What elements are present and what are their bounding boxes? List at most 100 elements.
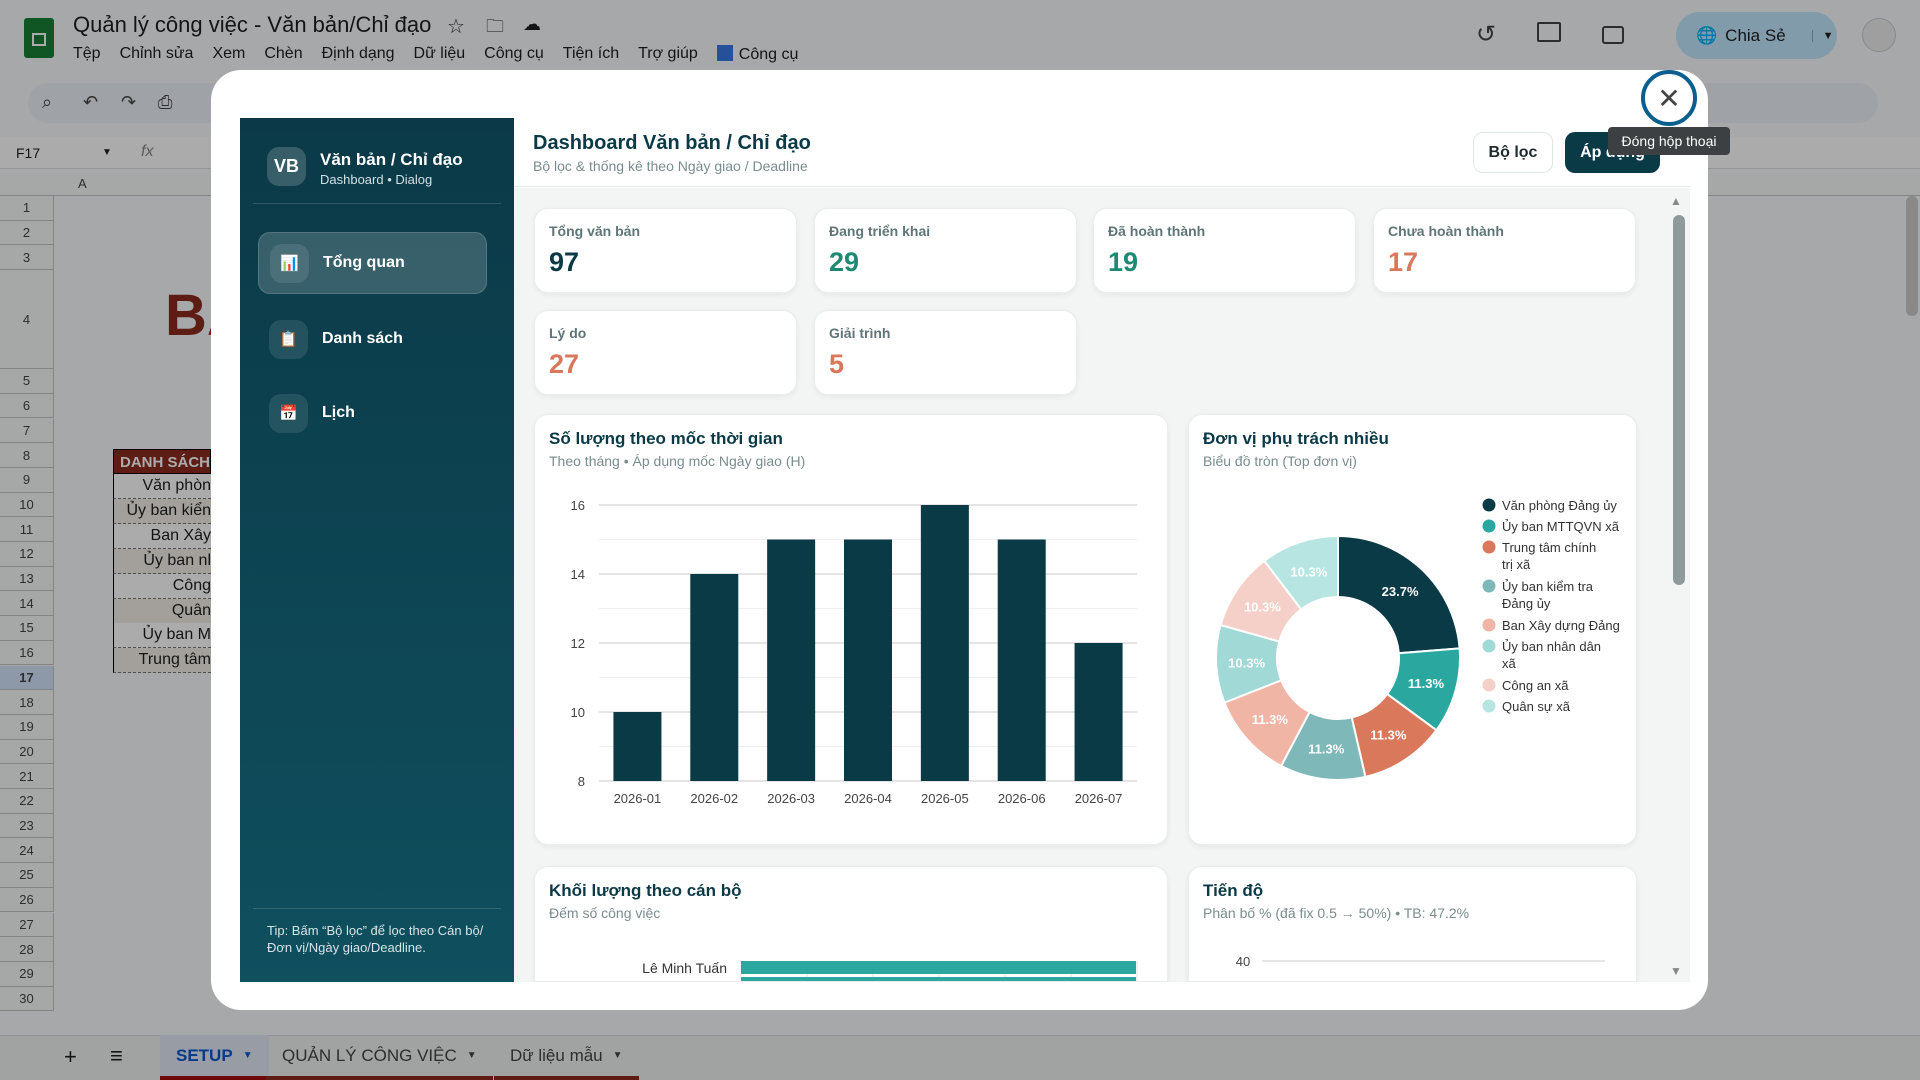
- stat-card: Lý do 27: [534, 310, 797, 395]
- row-header[interactable]: 22: [0, 789, 54, 814]
- y-tick-label: 14: [571, 567, 585, 582]
- row-header[interactable]: 17: [0, 665, 54, 691]
- row-header[interactable]: 7: [0, 418, 54, 444]
- chevron-down-icon[interactable]: ▼: [1811, 29, 1834, 42]
- row-header[interactable]: 3: [0, 245, 54, 271]
- row-header[interactable]: 14: [0, 591, 54, 617]
- version-history-icon[interactable]: ↺: [1476, 21, 1497, 48]
- timeline-bar-chart: 8 10 12 14 16 2026-01 2026-02 2026-03 2026-04 202…: [571, 498, 1137, 806]
- name-box[interactable]: F17: [16, 145, 41, 161]
- table-cell[interactable]: Ủy ban M: [113, 623, 211, 649]
- menu-format[interactable]: Định dạng: [321, 45, 395, 62]
- menu-extensions[interactable]: Tiện ích: [562, 45, 620, 62]
- row-header[interactable]: 24: [0, 838, 54, 864]
- row-header[interactable]: 28: [0, 937, 54, 962]
- row-header[interactable]: 13: [0, 566, 54, 592]
- row-header[interactable]: 9: [0, 467, 54, 493]
- menu-insert[interactable]: Chèn: [264, 45, 303, 62]
- slice-label: 10.3%: [1290, 564, 1327, 579]
- row-header[interactable]: 15: [0, 616, 54, 641]
- menu-tools[interactable]: Công cụ: [484, 45, 544, 62]
- star-icon[interactable]: ☆: [447, 16, 465, 38]
- share-button[interactable]: 🌐 Chia Sẻ ▼: [1676, 12, 1837, 59]
- row-header[interactable]: 16: [0, 640, 54, 666]
- sidebar-item-danh-sach[interactable]: 📋 Danh sách: [258, 308, 487, 370]
- table-cell[interactable]: Ủy ban kiển: [113, 498, 211, 524]
- menu-file[interactable]: Tệp: [73, 45, 101, 62]
- row-header[interactable]: 1: [0, 196, 54, 221]
- row-header[interactable]: 12: [0, 542, 54, 567]
- row-header[interactable]: 30: [0, 986, 54, 1012]
- y-tick-label: 12: [571, 636, 585, 651]
- cloud-status-icon[interactable]: ☁: [523, 14, 541, 34]
- menu-edit[interactable]: Chỉnh sửa: [119, 45, 194, 62]
- tab-quan-ly-cong-viec[interactable]: QUẢN LÝ CÔNG VIỆC ▼: [266, 1035, 493, 1080]
- table-cell[interactable]: Công: [113, 573, 211, 599]
- print-icon[interactable]: ⎙: [158, 92, 173, 112]
- legend-swatch: [1482, 678, 1496, 692]
- bar: [844, 539, 892, 781]
- tab-setup[interactable]: SETUP ▼: [160, 1035, 269, 1080]
- legend-swatch: [1482, 579, 1496, 593]
- meet-icon[interactable]: [1602, 26, 1624, 44]
- timeline-chart-card: Số lượng theo mốc thời gian Theo tháng •…: [534, 414, 1168, 845]
- row-header[interactable]: 10: [0, 492, 54, 518]
- row-header[interactable]: 4: [0, 270, 54, 370]
- sheets-logo[interactable]: [24, 18, 54, 58]
- undo-icon[interactable]: ↶: [83, 92, 99, 112]
- row-header[interactable]: 8: [0, 443, 54, 468]
- menu-help[interactable]: Trợ giúp: [638, 45, 698, 62]
- slice-label: 23.7%: [1382, 584, 1419, 599]
- row-header[interactable]: 21: [0, 764, 54, 789]
- table-header-cell[interactable]: DANH SÁCH: [113, 449, 211, 474]
- move-folder-icon[interactable]: 🗀: [486, 16, 504, 36]
- row-header[interactable]: 6: [0, 393, 54, 419]
- vertical-scrollbar[interactable]: [1906, 196, 1918, 316]
- tab-du-lieu-mau[interactable]: Dữ liệu mẫu ▼: [494, 1035, 639, 1080]
- filter-button[interactable]: Bộ lọc: [1473, 132, 1553, 173]
- redo-icon[interactable]: ↷: [121, 92, 137, 112]
- x-tick-label: 2026-06: [998, 791, 1046, 806]
- row-header[interactable]: 2: [0, 220, 54, 246]
- table-cell[interactable]: Ủy ban nl: [113, 548, 211, 574]
- table-cell[interactable]: Trung tâm: [113, 648, 211, 674]
- close-dialog-button[interactable]: ✕: [1641, 70, 1697, 126]
- table-cell[interactable]: Quân: [113, 598, 211, 624]
- menu-custom-tools[interactable]: Công cụ: [716, 45, 818, 64]
- row-header[interactable]: 20: [0, 739, 54, 765]
- search-icon[interactable]: ⌕: [42, 92, 53, 112]
- row-header[interactable]: 5: [0, 369, 54, 394]
- row-header[interactable]: 27: [0, 912, 54, 938]
- column-a-header[interactable]: A: [78, 176, 87, 191]
- menu-view[interactable]: Xem: [212, 45, 246, 62]
- table-cell[interactable]: Văn phòn: [113, 474, 211, 499]
- chevron-down-icon[interactable]: ▼: [102, 147, 112, 158]
- row-header[interactable]: 11: [0, 517, 54, 542]
- all-sheets-icon[interactable]: ≡: [110, 1043, 123, 1068]
- row-header[interactable]: 29: [0, 961, 54, 987]
- slice-label: 10.3%: [1244, 599, 1281, 614]
- row-header[interactable]: 25: [0, 863, 54, 888]
- avatar[interactable]: [1862, 18, 1896, 52]
- row-header[interactable]: 26: [0, 887, 54, 913]
- add-sheet-icon[interactable]: +: [64, 1044, 77, 1069]
- stat-card: Tổng văn bản 97: [534, 208, 797, 293]
- scroll-down-icon[interactable]: ▼: [1670, 964, 1682, 978]
- legend-label: Văn phòng Đảng ủy: [1502, 498, 1617, 513]
- row-header[interactable]: 23: [0, 813, 54, 839]
- card-title: Số lượng theo mốc thời gian: [549, 429, 783, 448]
- legend-label: Công an xã: [1502, 678, 1569, 693]
- table-cell[interactable]: Ban Xây: [113, 523, 211, 549]
- comments-icon[interactable]: [1537, 22, 1561, 42]
- row-header[interactable]: 19: [0, 714, 54, 740]
- row-header[interactable]: 18: [0, 690, 54, 715]
- content-scrollbar[interactable]: [1673, 215, 1685, 585]
- card-title: Đơn vị phụ trách nhiều: [1203, 429, 1389, 448]
- chevron-down-icon: ▼: [466, 1050, 477, 1061]
- sidebar-item-lich[interactable]: 📅 Lịch: [258, 382, 487, 444]
- document-title[interactable]: Quản lý công việc - Văn bản/Chỉ đạo: [73, 12, 432, 37]
- sidebar-item-tong-quan[interactable]: 📊 Tổng quan: [258, 232, 487, 294]
- scroll-up-icon[interactable]: ▲: [1670, 194, 1682, 208]
- menu-data[interactable]: Dữ liệu: [413, 45, 466, 62]
- chevron-down-icon: ▼: [612, 1050, 623, 1061]
